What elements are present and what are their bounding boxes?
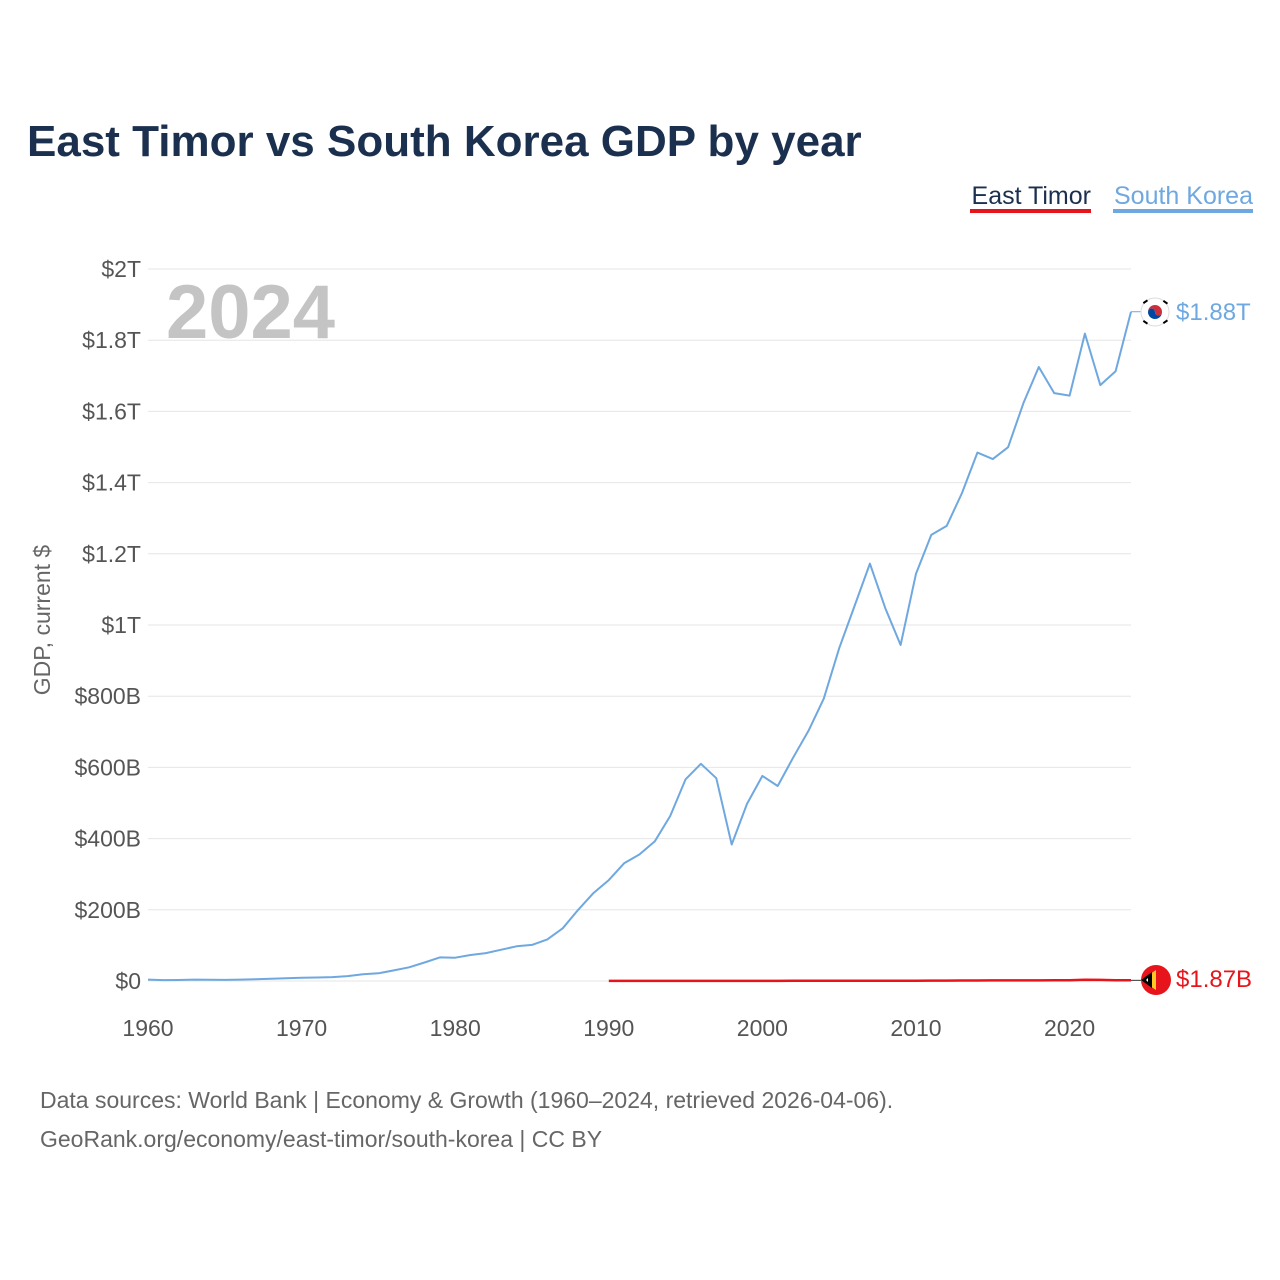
year-label: 2024 [166,270,335,355]
y-axis-ticks: $0 $200B $400B $600B $800B $1T $1.2T $1.4T $1.6T… [74,256,141,994]
source-line-1: Data sources: World Bank | Economy & Gro… [40,1087,893,1113]
y-tick-label: $1.2T [82,541,141,567]
x-tick-label: 2020 [1044,1015,1095,1041]
x-tick-label: 1980 [430,1015,481,1041]
y-tick-label: $800B [74,683,141,709]
source-line-2[interactable]: GeoRank.org/economy/east-timor/south-kor… [40,1126,602,1152]
x-tick-label: 1960 [122,1015,173,1041]
legend: East Timor South Korea [970,182,1253,213]
legend-label-east-timor[interactable]: East Timor [972,182,1091,210]
south-korea-flag-icon [1140,297,1170,327]
x-tick-label: 2010 [890,1015,941,1041]
y-tick-label: $0 [115,968,141,994]
end-label-south-korea: $1.88T [1176,299,1251,326]
legend-label-south-korea[interactable]: South Korea [1114,182,1253,210]
series-lines [147,311,1141,983]
y-tick-label: $400B [74,826,141,852]
y-tick-label: $2T [101,256,141,282]
end-label-east-timor: $1.87B [1176,966,1252,993]
legend-swatch-east-timor [970,209,1091,213]
y-tick-label: $200B [74,897,141,923]
y-tick-label: $600B [74,754,141,780]
y-tick-label: $1T [101,612,141,638]
chart-title: East Timor vs South Korea GDP by year [27,117,862,166]
series-line-south-korea[interactable] [147,311,1132,982]
x-tick-label: 1990 [583,1015,634,1041]
gridlines [148,268,1131,982]
y-tick-label: $1.6T [82,398,141,424]
x-tick-label: 2000 [737,1015,788,1041]
series-line-east-timor[interactable] [608,978,1132,983]
east-timor-flag-icon [1141,965,1171,995]
x-tick-label: 1970 [276,1015,327,1041]
y-axis-label: GDP, current $ [29,545,55,696]
y-tick-label: $1.8T [82,327,141,353]
legend-swatch-south-korea [1113,209,1253,213]
x-axis-ticks: 1960 1970 1980 1990 2000 2010 2020 [122,1015,1095,1041]
y-tick-label: $1.4T [82,470,141,496]
